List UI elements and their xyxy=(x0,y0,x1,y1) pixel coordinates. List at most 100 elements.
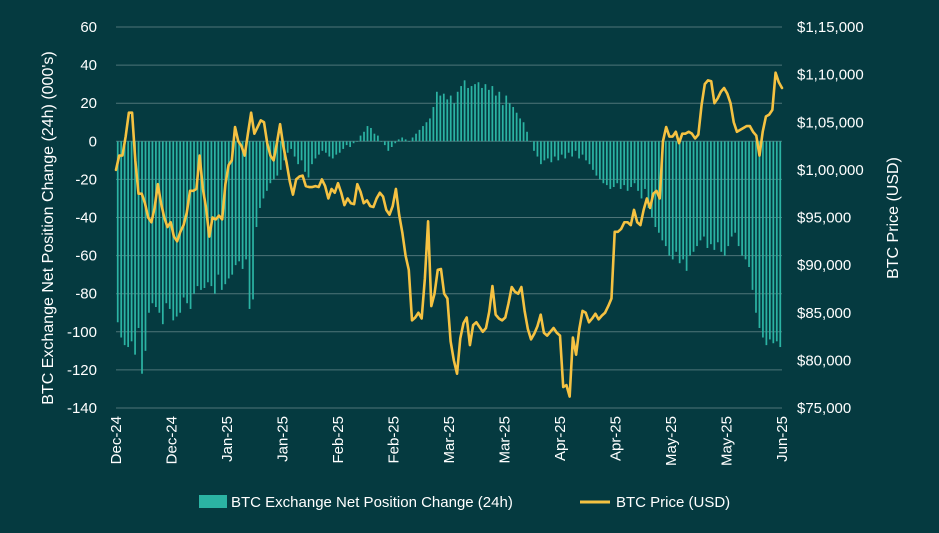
net-position-bar xyxy=(422,126,424,142)
net-position-bar xyxy=(758,141,761,328)
net-position-bar xyxy=(716,141,719,243)
net-position-bar xyxy=(567,141,570,153)
net-position-bar xyxy=(578,141,580,159)
net-position-bar xyxy=(453,103,456,142)
net-position-bar xyxy=(262,141,265,199)
net-position-bar xyxy=(432,107,435,142)
x-tick-label: Apr-25 xyxy=(552,416,569,461)
net-position-bar xyxy=(751,141,754,290)
net-position-bar xyxy=(394,141,397,144)
net-position-bar xyxy=(474,84,476,142)
net-position-bar xyxy=(477,82,480,142)
net-position-bar xyxy=(779,141,782,348)
net-position-bar xyxy=(647,141,650,208)
legend-line-label: BTC Price (USD) xyxy=(616,494,730,511)
net-position-bar xyxy=(664,141,667,247)
net-position-bar xyxy=(484,84,487,142)
net-position-bar xyxy=(699,141,702,241)
net-position-bar xyxy=(668,141,671,256)
net-position-bar xyxy=(512,107,515,142)
right-tick-label: $90,000 xyxy=(797,257,851,274)
x-tick-label: Jan-25 xyxy=(275,416,292,462)
net-position-bar xyxy=(602,141,605,184)
net-position-bar xyxy=(682,141,684,260)
net-position-bar xyxy=(505,95,508,142)
net-position-bar xyxy=(713,141,716,250)
net-position-bar xyxy=(231,141,234,275)
net-position-bar xyxy=(605,141,608,186)
net-position-bar xyxy=(297,141,299,165)
net-position-bar xyxy=(387,141,390,151)
net-position-bar xyxy=(696,141,698,247)
net-position-bar xyxy=(148,141,150,313)
net-position-bar xyxy=(418,129,421,142)
net-position-bar xyxy=(352,141,355,144)
net-position-bar xyxy=(324,141,327,153)
x-tick-label: Apr-25 xyxy=(608,416,625,461)
net-position-bar xyxy=(411,137,414,142)
net-position-bar xyxy=(626,141,629,191)
net-position-bar xyxy=(245,141,247,260)
x-tick-label: Feb-25 xyxy=(330,416,347,464)
net-position-bar xyxy=(710,141,712,245)
right-tick-label: $85,000 xyxy=(797,305,851,322)
net-position-bar xyxy=(408,141,410,142)
net-position-bar xyxy=(155,141,157,308)
x-tick-label: Jan-25 xyxy=(219,416,236,462)
net-position-bar xyxy=(619,141,622,189)
net-position-bar xyxy=(640,141,643,199)
net-position-bar xyxy=(182,141,185,298)
net-position-bar xyxy=(356,141,358,142)
net-position-bar xyxy=(328,141,331,157)
net-position-bar xyxy=(762,141,764,338)
btc-price-line xyxy=(114,71,784,398)
net-position-bar xyxy=(744,141,747,260)
net-position-bar xyxy=(675,141,678,252)
right-tick-label: $80,000 xyxy=(797,352,851,369)
net-position-bar xyxy=(269,141,272,184)
x-tick-label: Mar-25 xyxy=(497,416,514,464)
net-position-bar xyxy=(252,141,254,300)
net-position-bar xyxy=(293,141,296,157)
net-position-bar xyxy=(186,141,188,304)
net-position-bar xyxy=(203,141,206,288)
left-tick-label: -20 xyxy=(75,171,97,188)
net-position-bar xyxy=(775,141,778,342)
net-position-bar xyxy=(526,131,528,142)
x-tick-label: May-25 xyxy=(663,416,680,466)
net-position-bar xyxy=(383,141,386,146)
net-position-bar xyxy=(689,141,691,256)
left-tick-label: -40 xyxy=(75,210,97,227)
right-tick-label: $1,15,000 xyxy=(797,19,864,36)
net-position-bar xyxy=(494,95,497,142)
net-position-bar xyxy=(519,118,521,142)
net-position-bar xyxy=(734,141,737,233)
net-position-bar xyxy=(657,141,660,233)
net-position-bar xyxy=(661,141,664,241)
net-position-bar xyxy=(210,141,213,287)
net-position-bar xyxy=(217,141,220,275)
net-position-bar xyxy=(116,141,119,323)
net-position-bar xyxy=(345,141,348,146)
left-tick-label: 40 xyxy=(80,57,97,74)
net-position-bar xyxy=(248,141,251,309)
net-position-bar xyxy=(536,141,539,157)
net-position-bar xyxy=(200,141,202,290)
net-position-bar xyxy=(671,141,674,260)
net-position-bar xyxy=(158,141,161,313)
net-position-bar xyxy=(439,95,442,142)
net-position-bar xyxy=(612,141,615,188)
legend-bar-label: BTC Exchange Net Position Change (24h) xyxy=(231,494,513,511)
net-position-bar xyxy=(637,141,639,191)
net-position-bar xyxy=(318,141,320,155)
net-position-bars xyxy=(116,80,782,374)
left-axis-title: BTC Exchange Net Position Change (24h) (… xyxy=(40,51,57,404)
net-position-bar xyxy=(304,141,306,172)
net-position-bar xyxy=(585,141,587,161)
right-axis-title: BTC Price (USD) xyxy=(885,157,902,279)
net-position-bar xyxy=(599,141,601,180)
net-position-bar xyxy=(175,141,178,317)
left-axis-ticks: 60 40 20 0 -20 -40 -60 -80 -100 -120 -140 xyxy=(67,19,97,417)
net-position-bar xyxy=(706,141,709,248)
